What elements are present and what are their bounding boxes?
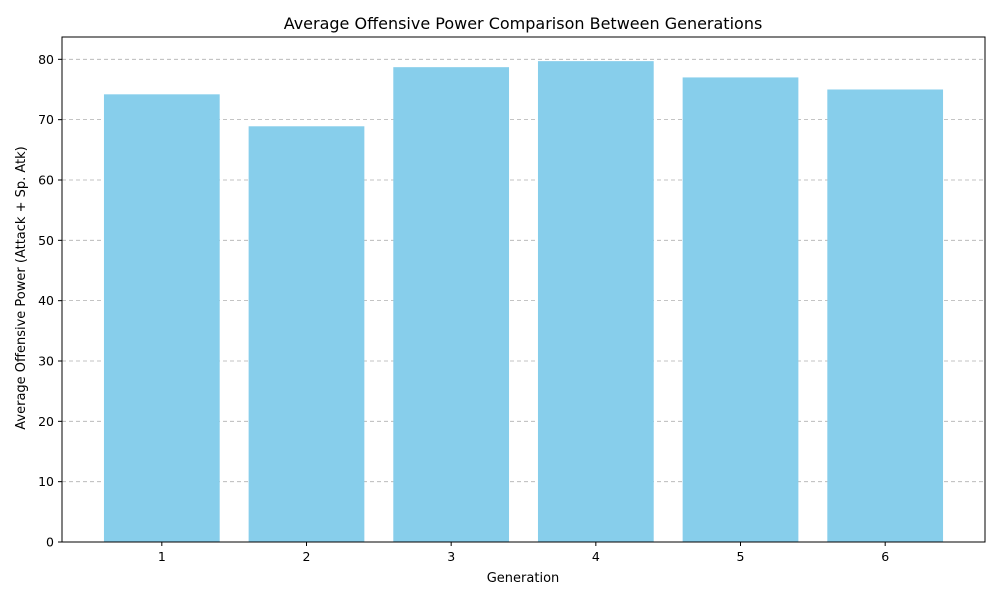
- x-tick-label: 1: [158, 549, 166, 564]
- bar-generation-5: [682, 77, 799, 542]
- y-tick-label: 0: [46, 535, 54, 550]
- bar-generation-3: [393, 67, 510, 542]
- x-tick-label: 5: [737, 549, 745, 564]
- x-tick-label: 2: [303, 549, 311, 564]
- x-axis-label: Generation: [487, 571, 560, 586]
- y-axis-label: Average Offensive Power (Attack + Sp. At…: [14, 146, 29, 429]
- y-tick-label: 50: [38, 233, 54, 248]
- chart-title: Average Offensive Power Comparison Betwe…: [284, 14, 763, 33]
- bars-layer: [103, 61, 944, 543]
- bar-generation-2: [248, 126, 365, 542]
- plot-frame: [61, 36, 986, 543]
- y-tick-label: 40: [38, 293, 54, 308]
- x-tick-label: 4: [592, 549, 600, 564]
- y-tick-label: 80: [38, 52, 54, 67]
- bar-generation-6: [827, 89, 944, 543]
- bar-generation-1: [103, 94, 220, 542]
- y-tick-label: 30: [38, 353, 54, 368]
- x-tick-label: 3: [447, 549, 455, 564]
- y-tick-label: 70: [38, 112, 54, 127]
- x-tick-label: 6: [881, 549, 889, 564]
- y-tick-label: 60: [38, 172, 54, 187]
- axes-layer: [61, 36, 986, 543]
- bar-generation-4: [537, 61, 654, 542]
- y-tick-label: 20: [38, 414, 54, 429]
- ticks-layer: 0 10 20 30 40 50 60 70 80 1 2 3 4 5 6: [38, 52, 889, 564]
- y-tick-label: 10: [38, 474, 54, 489]
